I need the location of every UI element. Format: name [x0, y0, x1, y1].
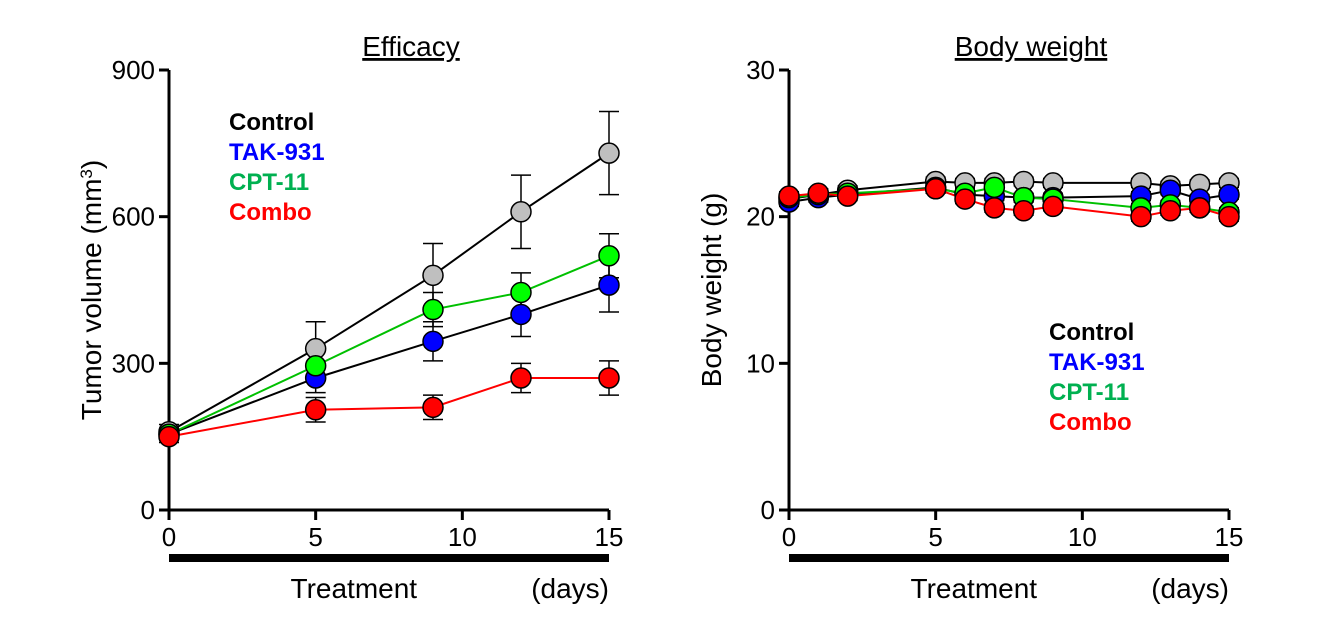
- legend-combo: Combo: [1049, 409, 1132, 436]
- marker-combo: [1043, 196, 1063, 216]
- x-tick-label: 15: [1215, 522, 1244, 552]
- marker-cpt: [423, 300, 443, 320]
- chart-title: Body weight: [955, 31, 1108, 62]
- legend-cpt: CPT-11: [1049, 379, 1129, 406]
- figure-container: Efficacy0300600900051015Tumor volume (mm…: [20, 20, 1308, 620]
- x-tick-label: 0: [162, 522, 176, 552]
- marker-combo: [599, 368, 619, 388]
- efficacy-chart-svg: Efficacy 0 300 600 900 0 5 10 15 Tumor volume (mm…: [74, 20, 634, 620]
- marker-combo: [511, 368, 531, 388]
- days-label: (days): [531, 573, 609, 604]
- y-tick-label: 300: [112, 348, 155, 378]
- chart-bg: [694, 20, 1254, 620]
- y-tick-label: 10: [746, 348, 775, 378]
- y-axis-label: Tumor volume (mm3): [76, 160, 107, 420]
- y-axis-label: Body weight (g): [696, 193, 727, 388]
- marker-combo: [808, 183, 828, 203]
- marker-tak: [511, 304, 531, 324]
- marker-combo: [1014, 201, 1034, 221]
- x-tick-label: 5: [928, 522, 942, 552]
- legend-control: Control: [229, 109, 314, 136]
- marker-cpt: [599, 246, 619, 266]
- x-axis-label: Treatment: [911, 573, 1038, 604]
- y-tick-label: 600: [112, 202, 155, 232]
- legend-cpt: CPT-11: [229, 169, 309, 196]
- legend-control: Control: [1049, 319, 1134, 346]
- x-tick-label: 5: [308, 522, 322, 552]
- marker-control: [423, 265, 443, 285]
- marker-combo: [1190, 198, 1210, 218]
- x-tick-label: 10: [1068, 522, 1097, 552]
- marker-combo: [779, 186, 799, 206]
- x-tick-label: 10: [448, 522, 477, 552]
- marker-combo: [306, 400, 326, 420]
- y-tick-label: 900: [112, 55, 155, 85]
- x-axis-label: Treatment: [291, 573, 418, 604]
- x-tick-label: 0: [782, 522, 796, 552]
- marker-combo: [838, 186, 858, 206]
- marker-cpt: [984, 177, 1004, 197]
- marker-combo: [955, 189, 975, 209]
- marker-cpt: [511, 282, 531, 302]
- marker-combo: [1160, 201, 1180, 221]
- marker-combo: [159, 427, 179, 447]
- marker-combo: [1131, 207, 1151, 227]
- legend-combo: Combo: [229, 199, 312, 226]
- legend-tak: TAK-931: [1049, 349, 1145, 376]
- marker-tak: [423, 331, 443, 351]
- efficacy-panel: Efficacy 0 300 600 900 0 5 10 15 Tumor volume (mm…: [74, 20, 634, 620]
- y-tick-label: 0: [141, 495, 155, 525]
- chart-bg: [74, 20, 634, 620]
- y-tick-label: 20: [746, 202, 775, 232]
- marker-combo: [984, 198, 1004, 218]
- bodyweight-chart-svg: Body weight 0 10 20 30 0 5 10 15 Body weight (g) T…: [694, 20, 1254, 620]
- marker-cpt: [306, 356, 326, 376]
- marker-tak: [599, 275, 619, 295]
- marker-control: [599, 143, 619, 163]
- bodyweight-panel: Body weight 0 10 20 30 0 5 10 15 Body weight (g) T…: [694, 20, 1254, 620]
- y-tick-label: 30: [746, 55, 775, 85]
- x-tick-label: 15: [595, 522, 624, 552]
- marker-control: [511, 202, 531, 222]
- marker-combo: [1219, 207, 1239, 227]
- chart-title: Efficacy: [362, 31, 460, 62]
- legend-tak: TAK-931: [229, 139, 325, 166]
- marker-combo: [926, 179, 946, 199]
- marker-combo: [423, 397, 443, 417]
- days-label: (days): [1151, 573, 1229, 604]
- y-tick-label: 0: [761, 495, 775, 525]
